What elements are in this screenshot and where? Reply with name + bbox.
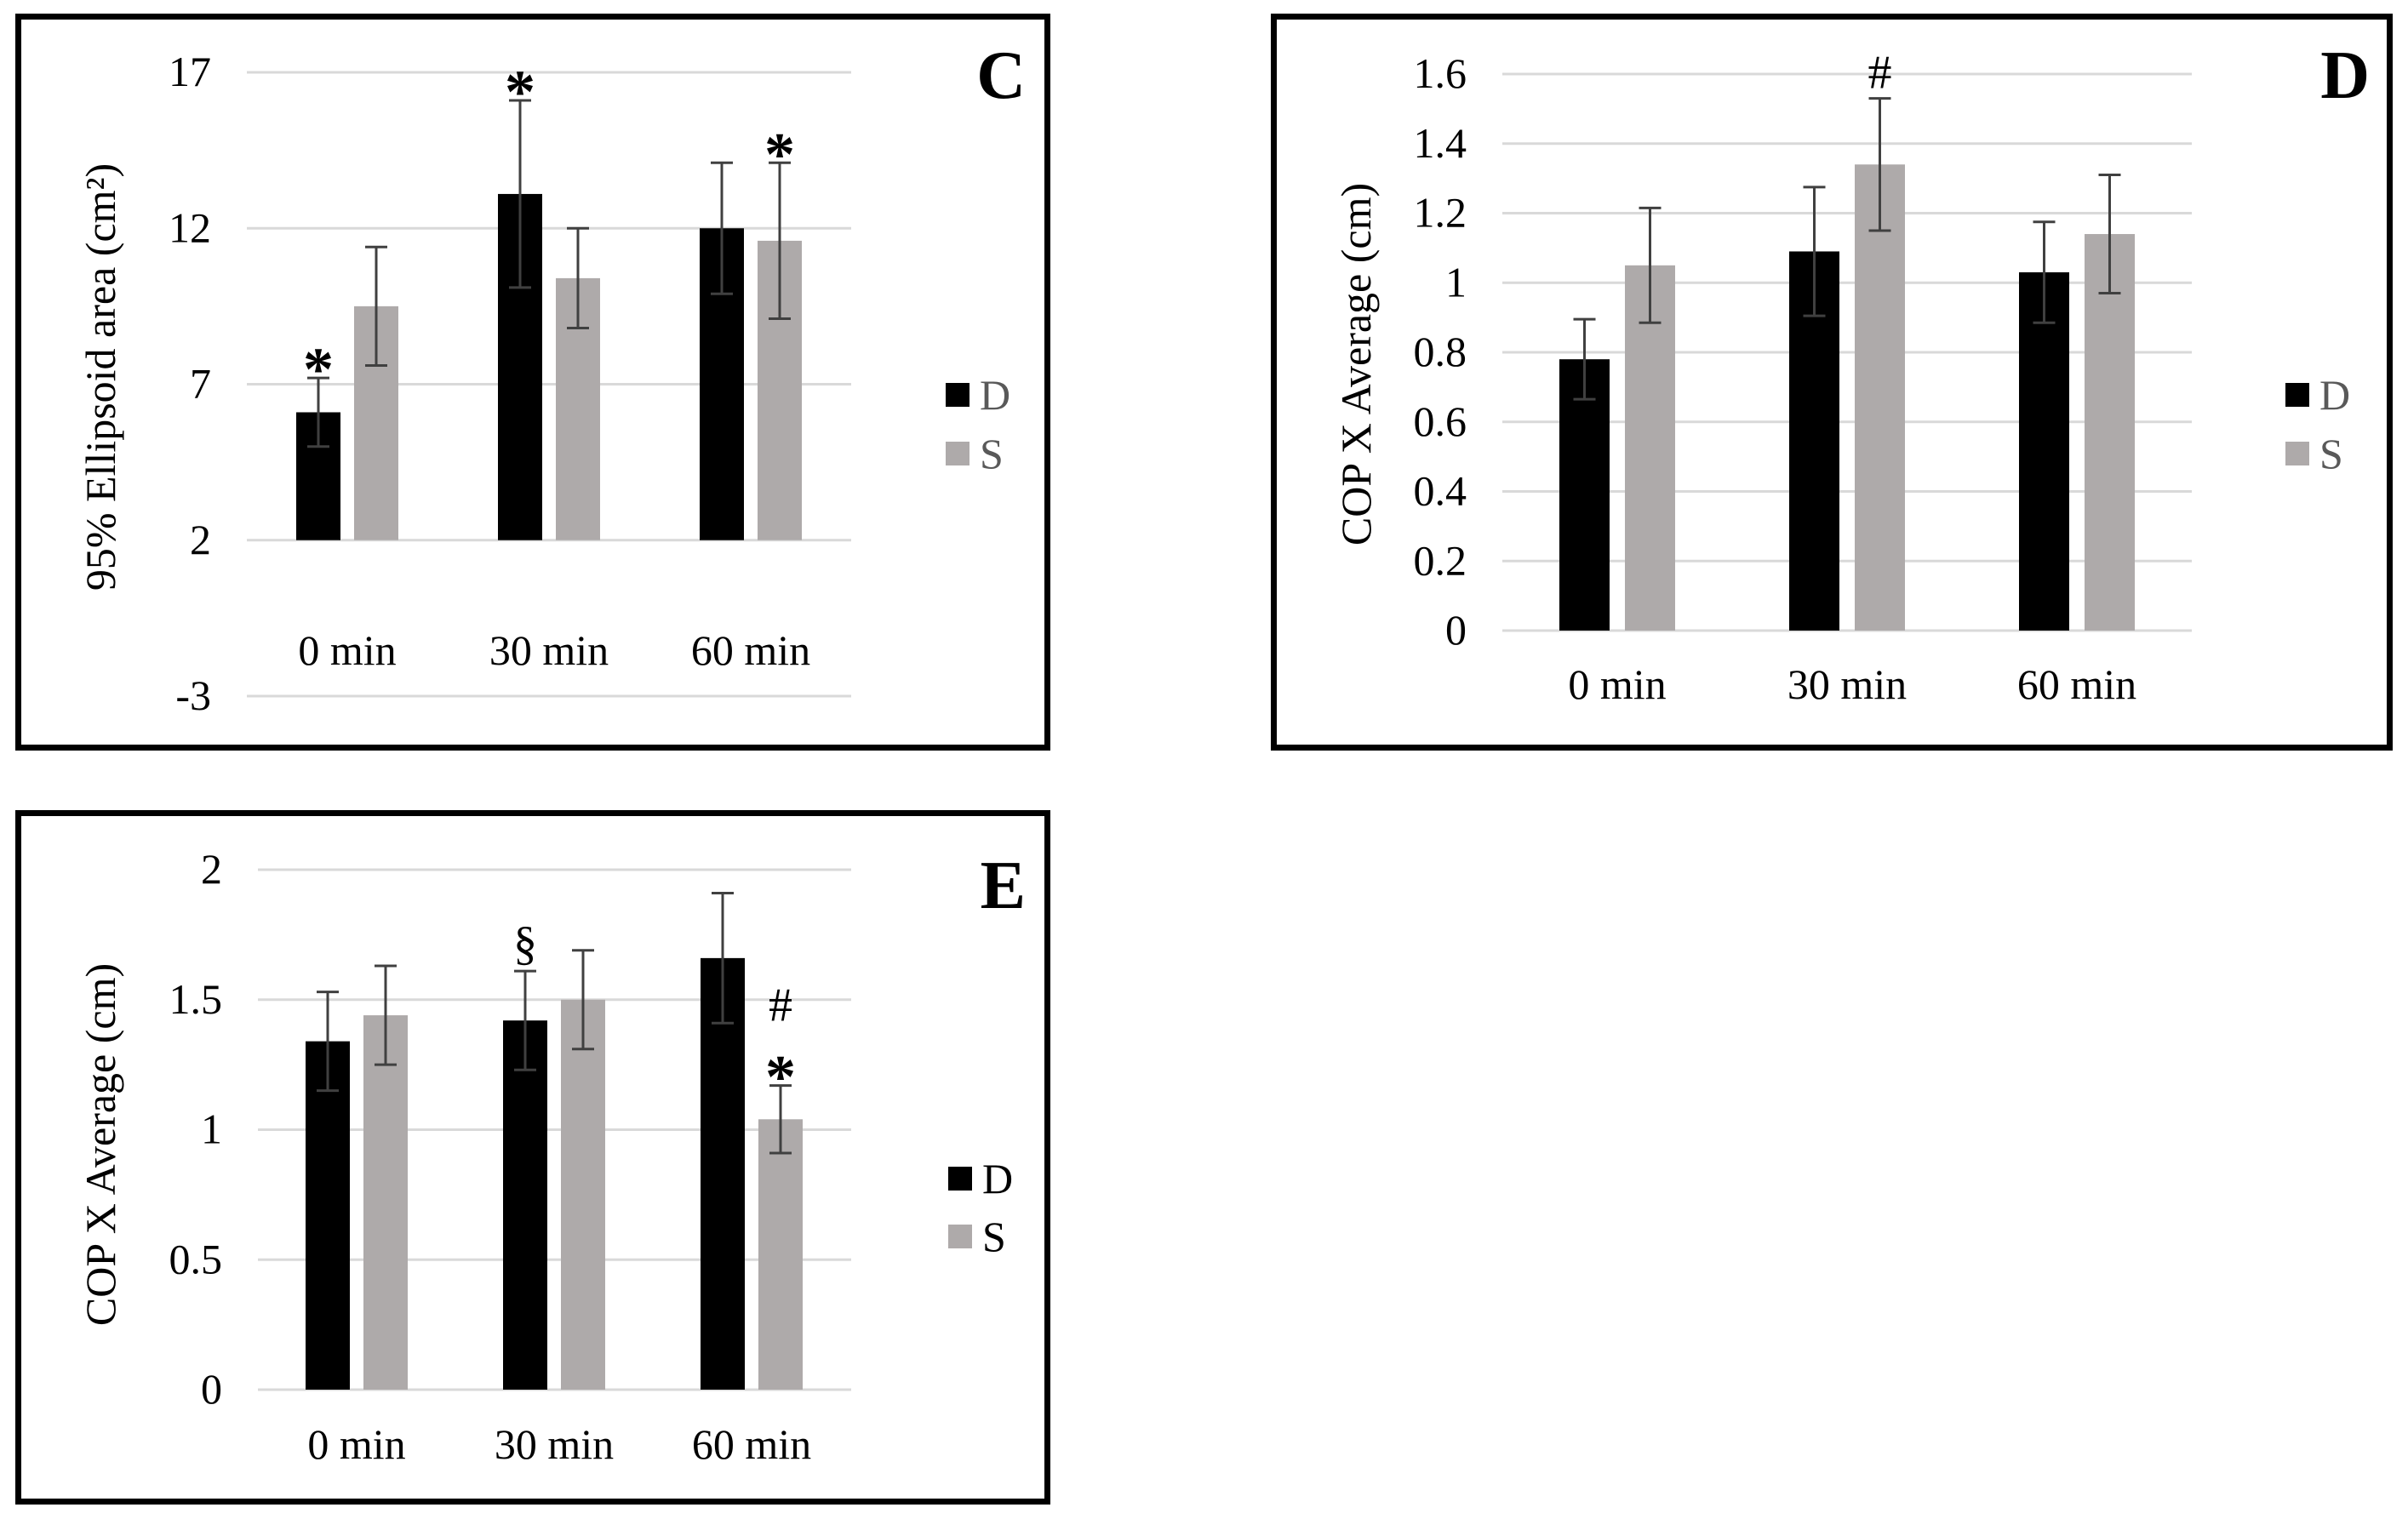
legend-label-s: S [2319, 430, 2343, 477]
error-bar [1803, 186, 1826, 317]
legend-swatch-d [2285, 383, 2309, 407]
y-tick-label: 0.2 [1414, 536, 1467, 584]
x-tick-label: 0 min [298, 626, 396, 674]
significance-marker: # [769, 979, 792, 1032]
y-tick-label: 1.4 [1414, 119, 1467, 167]
y-axis-label: COP X Average (cm) [1332, 183, 1380, 545]
y-tick-label: 7 [190, 360, 211, 408]
bar-s [561, 999, 605, 1390]
y-axis-label: 95% Ellipsoid area (cm²) [77, 163, 124, 591]
error-bar [769, 1084, 792, 1155]
panel-letter: C [976, 38, 1026, 113]
bar-d [2019, 271, 2069, 631]
legend-swatch-d [948, 1167, 972, 1191]
error-bar [712, 891, 734, 1025]
error-bar [1573, 317, 1596, 401]
bar-s [1625, 265, 1675, 631]
error-bar [365, 245, 387, 368]
legend-swatch-s [946, 442, 969, 465]
y-tick-label: 1.5 [169, 975, 223, 1023]
x-tick-label: 60 min [2017, 660, 2136, 708]
error-bar [2033, 220, 2056, 324]
significance-marker: * [505, 58, 535, 126]
x-tick-label: 30 min [1787, 660, 1907, 708]
error-bar [1639, 206, 1662, 324]
y-tick-label: 1 [1445, 258, 1467, 306]
bar-d [1559, 359, 1610, 631]
y-tick-label: 2 [190, 516, 211, 563]
bar-d [306, 1041, 350, 1390]
y-tick-label: 0 [201, 1365, 222, 1413]
bar-s [1855, 164, 1905, 631]
x-tick-label: 0 min [1568, 660, 1666, 708]
bar-s [2085, 234, 2135, 631]
error-bar [711, 161, 733, 295]
x-tick-label: 30 min [495, 1420, 614, 1468]
y-tick-label: 0.6 [1414, 397, 1467, 445]
panel-letter: D [2320, 38, 2370, 113]
y-tick-label: 0.5 [169, 1235, 223, 1282]
significance-marker: § [513, 917, 537, 970]
error-bar [1868, 97, 1891, 232]
legend-swatch-d [946, 383, 969, 407]
chart-panel-c: 17 12 7 2 -3 95% Ellipsoid area (cm²) C 0 min 30… [15, 14, 1050, 751]
legend-swatch-s [948, 1225, 972, 1248]
y-tick-label: 17 [169, 48, 211, 95]
y-tick-label: 0.4 [1414, 467, 1467, 515]
error-bar [567, 226, 589, 330]
bar-d [503, 1020, 547, 1390]
y-tick-label: 2 [201, 845, 222, 893]
significance-marker: * [303, 335, 334, 403]
y-tick-label: 1 [201, 1105, 222, 1153]
y-tick-label: -3 [175, 671, 211, 719]
significance-marker: # [1868, 47, 1892, 100]
error-bar [572, 949, 594, 1051]
panel-letter: E [981, 848, 1026, 923]
x-tick-label: 60 min [692, 1420, 811, 1468]
legend-label-d: D [2319, 371, 2350, 419]
bar-d [701, 957, 745, 1390]
x-tick-label: 0 min [307, 1420, 405, 1468]
significance-marker: * [764, 120, 795, 188]
bar-s [758, 1119, 803, 1390]
y-tick-label: 0.8 [1414, 328, 1467, 375]
chart-panel-d: 1.6 1.4 1.2 1 0.8 0.6 0.4 0.2 0 COP X Average (cm… [1271, 14, 2393, 751]
y-tick-label: 1.6 [1414, 49, 1467, 97]
error-bar [509, 99, 531, 289]
significance-marker: * [765, 1043, 796, 1111]
error-bar [769, 161, 791, 321]
y-tick-label: 12 [169, 203, 211, 251]
chart-e-svg: 2 1.5 1 0.5 0 COP X Average (cm) E 0 min 30 min 6… [77, 845, 1026, 1468]
y-tick-label: 1.2 [1414, 189, 1467, 237]
error-bar [307, 376, 329, 448]
y-axis-label: COP X Average (cm) [77, 963, 124, 1326]
bar-s [363, 1015, 408, 1390]
chart-panel-e: 2 1.5 1 0.5 0 COP X Average (cm) E 0 min 30 min 6… [15, 810, 1050, 1505]
x-tick-label: 60 min [691, 626, 810, 674]
chart-d-svg: 1.6 1.4 1.2 1 0.8 0.6 0.4 0.2 0 COP X Average (cm… [1332, 38, 2370, 708]
legend-label-d: D [982, 1155, 1013, 1202]
legend-swatch-s [2285, 442, 2309, 465]
legend-label-d: D [980, 371, 1010, 419]
error-bar [2098, 174, 2121, 295]
error-bar [317, 991, 339, 1093]
chart-c-svg: 17 12 7 2 -3 95% Ellipsoid area (cm²) C 0 min 30… [77, 38, 1026, 719]
error-bar [375, 964, 397, 1066]
legend-label-s: S [982, 1213, 1006, 1260]
y-tick-label: 0 [1445, 606, 1467, 654]
error-bar [514, 969, 536, 1071]
legend-label-s: S [980, 430, 1004, 477]
x-tick-label: 30 min [489, 626, 609, 674]
